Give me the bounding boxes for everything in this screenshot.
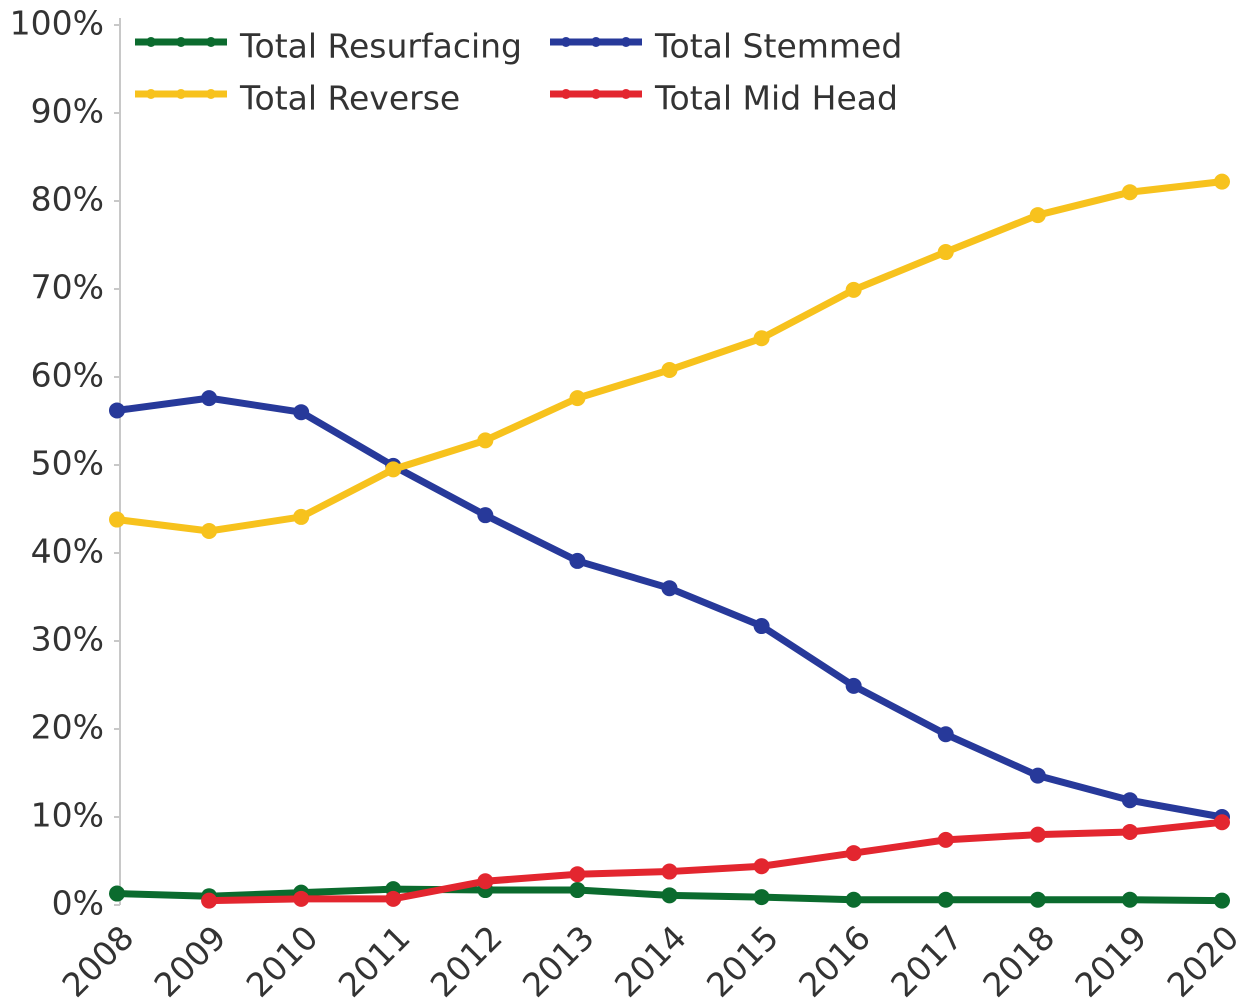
legend-marker <box>561 89 571 99</box>
point <box>845 845 862 862</box>
point <box>1029 207 1046 224</box>
point <box>201 390 218 407</box>
point <box>1029 767 1046 784</box>
y-tick-label: 50% <box>31 444 104 483</box>
point <box>845 677 862 694</box>
x-tick-label: 2020 <box>1159 918 1240 1002</box>
point <box>937 831 954 848</box>
y-tick-label: 0% <box>52 884 104 923</box>
point <box>937 244 954 261</box>
point <box>753 889 770 906</box>
x-tick-label: 2010 <box>239 918 326 1002</box>
legend-marker <box>206 37 216 47</box>
y-tick-label: 80% <box>31 180 104 219</box>
point <box>1214 173 1230 190</box>
point <box>1121 792 1138 809</box>
point <box>845 891 862 908</box>
y-tick-label: 70% <box>31 268 104 307</box>
x-tick-label: 2016 <box>791 918 878 1002</box>
point <box>477 873 494 890</box>
y-tick-label: 90% <box>31 92 104 131</box>
point <box>1121 823 1138 840</box>
x-tick-label: 2013 <box>515 918 602 1002</box>
legend-label: Total Mid Head <box>654 79 898 118</box>
point <box>1029 826 1046 843</box>
legend-marker <box>591 89 601 99</box>
point <box>569 390 586 407</box>
point <box>477 432 494 449</box>
point <box>109 885 125 902</box>
legend-marker <box>206 89 216 99</box>
point <box>569 882 586 899</box>
y-tick-label: 40% <box>31 532 104 571</box>
series-line <box>209 818 1223 905</box>
y-tick-label: 30% <box>31 620 104 659</box>
x-tick-label: 2011 <box>331 918 418 1002</box>
x-tick-label: 2018 <box>975 918 1062 1002</box>
point <box>569 552 586 569</box>
point <box>1121 184 1138 201</box>
legend-marker <box>176 89 186 99</box>
y-tick-label: 100% <box>10 4 104 43</box>
x-tick-label: 2017 <box>883 918 970 1002</box>
point <box>293 404 310 421</box>
point <box>661 361 678 378</box>
point <box>385 890 402 907</box>
x-tick-label: 2008 <box>54 918 141 1002</box>
point <box>1214 814 1230 831</box>
y-tick-label: 60% <box>31 356 104 395</box>
legend-marker <box>146 89 156 99</box>
y-tick-label: 10% <box>31 796 104 835</box>
x-tick-label: 2014 <box>607 918 694 1002</box>
series-line <box>116 394 1223 821</box>
legend-marker <box>591 37 601 47</box>
point <box>661 887 678 904</box>
point <box>937 726 954 743</box>
point <box>1214 892 1230 909</box>
x-tick-label: 2015 <box>699 918 786 1002</box>
point <box>1029 891 1046 908</box>
point <box>569 866 586 883</box>
legend-label: Total Stemmed <box>654 27 902 66</box>
legend-marker <box>561 37 571 47</box>
point <box>109 511 125 528</box>
legend-marker <box>176 37 186 47</box>
point <box>1121 891 1138 908</box>
x-tick-label: 2012 <box>423 918 510 1002</box>
point <box>661 863 678 880</box>
point <box>753 858 770 875</box>
point <box>109 402 125 419</box>
point <box>661 580 678 597</box>
legend-label: Total Resurfacing <box>239 27 522 66</box>
point <box>477 507 494 524</box>
point <box>385 461 402 478</box>
x-tick-label: 2009 <box>146 918 233 1002</box>
point <box>293 508 310 525</box>
point <box>753 618 770 635</box>
legend-marker <box>621 37 631 47</box>
point <box>937 891 954 908</box>
x-tick-label: 2019 <box>1067 918 1154 1002</box>
point <box>201 892 218 909</box>
point <box>201 523 218 539</box>
legend-label: Total Reverse <box>239 79 460 118</box>
point <box>293 890 310 907</box>
series-line <box>116 178 1223 535</box>
legend-marker <box>621 89 631 99</box>
point <box>845 281 862 298</box>
y-tick-label: 20% <box>31 708 104 747</box>
legend-marker <box>146 37 156 47</box>
point <box>753 330 770 347</box>
